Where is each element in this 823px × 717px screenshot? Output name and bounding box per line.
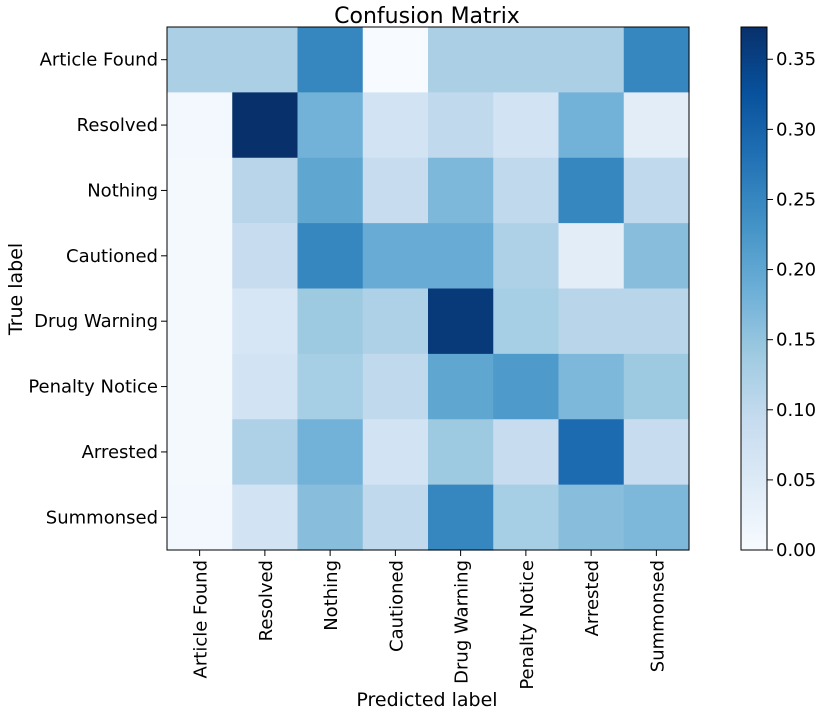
heatmap-cell [297,27,364,93]
heatmap-cell [623,92,690,159]
colorbar-tick-label: 0.10 [776,400,816,421]
x-tick-label: Cautioned [386,560,407,652]
y-tick-label: Penalty Notice [28,377,158,398]
heatmap-cells [167,27,690,551]
x-tick-label: Drug Warning [452,560,473,684]
heatmap-cell [428,27,494,93]
colorbar-tick-label: 0.35 [776,49,816,70]
colorbar-tick-label: 0.30 [776,119,816,140]
heatmap-cell [297,223,364,290]
heatmap-cell [362,484,429,551]
plot-frame [166,26,690,551]
heatmap-cell [167,157,233,224]
heatmap-cell [493,157,560,224]
heatmap-cell [297,419,364,486]
x-tick-label: Arrested [582,560,603,636]
colorbar-ticks: 0.00 0.05 0.10 0.15 0.20 0.25 0.30 0.35 [767,49,816,561]
x-tick-label: Summonsed [647,560,668,672]
heatmap-cell [428,484,494,551]
heatmap-cell [428,419,494,486]
heatmap-cell [232,419,299,486]
heatmap-cell [232,27,299,93]
heatmap-cell [493,92,560,159]
colorbar: 0.00 0.05 0.10 0.15 0.20 0.25 0.30 0.35 [740,26,816,561]
heatmap-cell [297,157,364,224]
heatmap-cell [167,27,233,93]
heatmap-cell [362,353,429,420]
heatmap-cell [558,27,625,93]
x-tick-label: Nothing [321,560,342,631]
heatmap-cell [623,27,690,93]
heatmap-cell [623,288,690,355]
heatmap-cell [623,223,690,290]
heatmap-cell [428,157,494,224]
y-tick-label: Cautioned [66,246,158,267]
colorbar-tick-label: 0.25 [776,189,816,210]
heatmap-cell [232,484,299,551]
heatmap-cell [297,484,364,551]
heatmap-cell [232,223,299,290]
colorbar-tick-label: 0.00 [776,540,816,561]
heatmap-cell [428,288,494,355]
heatmap-cell [623,419,690,486]
x-tick-label: Penalty Notice [517,560,538,690]
heatmap-cell [558,484,625,551]
colorbar-tick-label: 0.15 [776,330,816,351]
y-axis-ticks: Article Found Resolved Nothing Cautioned Dru… [28,50,167,528]
y-tick-label: Drug Warning [34,311,158,332]
x-tick-label: Resolved [256,560,277,641]
heatmap-cell [362,92,429,159]
heatmap-cell [428,223,494,290]
heatmap-cell [362,27,429,93]
colorbar-gradient [740,26,768,551]
heatmap-cell [623,484,690,551]
heatmap-cell [167,92,233,159]
heatmap-cell [558,223,625,290]
heatmap-cell [232,92,299,159]
heatmap-cell [167,419,233,486]
heatmap-cell [232,288,299,355]
heatmap-cell [362,157,429,224]
y-tick-label: Summonsed [46,507,158,528]
heatmap-cell [297,288,364,355]
colorbar-tick-label: 0.20 [776,260,816,281]
y-tick-label: Nothing [87,180,158,201]
heatmap-cell [493,223,560,290]
heatmap-cell [428,92,494,159]
heatmap-cell [167,223,233,290]
heatmap-cell [493,484,560,551]
heatmap-cell [558,288,625,355]
heatmap-cell [623,353,690,420]
heatmap-cell [167,288,233,355]
heatmap-cell [167,484,233,551]
colorbar-tick-label: 0.05 [776,470,816,491]
heatmap-cell [493,419,560,486]
heatmap-cell [362,419,429,486]
x-axis-ticks: Article Found Resolved Nothing Cautioned Dru… [191,550,668,690]
y-tick-label: Resolved [77,115,158,136]
heatmap-cell [362,288,429,355]
heatmap-cell [428,353,494,420]
x-tick-label: Article Found [191,560,212,678]
chart-title: Confusion Matrix [334,4,520,29]
heatmap-cell [297,92,364,159]
x-axis-label: Predicted label [356,689,497,711]
heatmap-cell [558,92,625,159]
heatmap-cell [558,353,625,420]
heatmap-cell [623,157,690,224]
heatmap-cell [493,27,560,93]
heatmap-cell [167,353,233,420]
heatmap-cell [493,288,560,355]
heatmap-cell [558,419,625,486]
y-axis-label: True label [5,243,27,336]
heatmap-cell [232,353,299,420]
heatmap-cell [493,353,560,420]
y-tick-label: Arrested [82,442,158,463]
heatmap-cell [232,157,299,224]
heatmap-cell [362,223,429,290]
y-tick-label: Article Found [40,50,158,71]
heatmap-cell [297,353,364,420]
heatmap-cell [558,157,625,224]
